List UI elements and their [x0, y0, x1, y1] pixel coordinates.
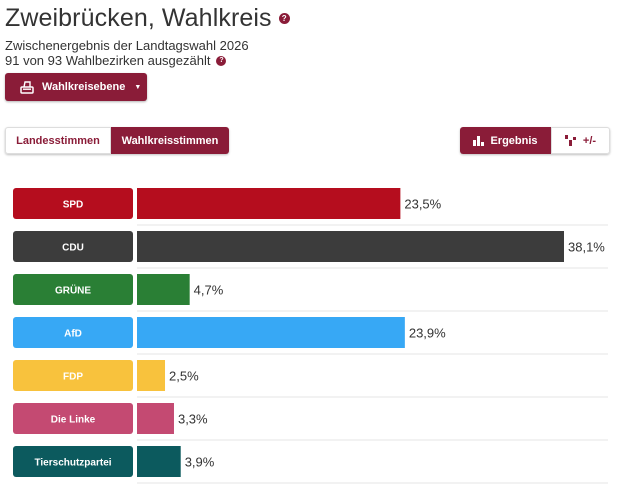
bar-value-label: 4,7% [194, 283, 224, 298]
party-label: SPD [63, 200, 84, 211]
ballot-box-icon [20, 81, 34, 94]
result-view-label: Ergebnis [490, 134, 538, 147]
bar-chart-icon [473, 135, 485, 146]
subtitle: Zwischenergebnis der Landtagswahl 2026 9… [5, 38, 249, 68]
bar-value-label: 2,5% [169, 369, 199, 384]
view-toggle: Ergebnis +/- [460, 127, 610, 154]
page-title: Zweibrücken, Wahlkreis [5, 4, 272, 32]
party-label-box [13, 188, 133, 219]
party-label-box [13, 446, 133, 477]
result-view-button[interactable]: Ergebnis [460, 127, 551, 154]
diff-view-button[interactable]: +/- [551, 127, 610, 154]
bar [137, 231, 564, 262]
level-select-label: Wahlkreisebene [42, 81, 126, 93]
bar [137, 446, 181, 477]
diff-chart-icon [564, 135, 576, 146]
bar [137, 317, 405, 348]
help-icon[interactable]: ? [278, 13, 290, 24]
bar [137, 360, 166, 391]
title-row: Zweibrücken, Wahlkreis ? [5, 4, 290, 33]
bar [137, 274, 190, 305]
bar-value-label: 23,5% [404, 197, 441, 212]
party-label: GRÜNE [55, 284, 91, 297]
tab-wahlkreisstimmen[interactable]: Wahlkreisstimmen [111, 127, 229, 154]
bar-value-label: 3,3% [178, 412, 208, 427]
subtitle-counted: 91 von 93 Wahlbezirken ausgezählt [5, 53, 211, 68]
party-label-box [13, 360, 133, 391]
subtitle-counted-row: 91 von 93 Wahlbezirken ausgezählt ? [5, 53, 249, 68]
bar-value-label: 23,9% [409, 326, 446, 341]
vote-type-tabs: Landesstimmen Wahlkreisstimmen [5, 127, 229, 154]
party-label-box [13, 403, 133, 434]
level-select-button[interactable]: Wahlkreisebene ▼ [5, 73, 147, 101]
bar-value-label: 38,1% [568, 240, 605, 255]
party-label-box [13, 317, 133, 348]
bar [137, 403, 174, 434]
counted-help-icon[interactable]: ? [216, 55, 227, 66]
party-label: AfD [64, 329, 82, 340]
bar [137, 188, 401, 219]
chevron-down-icon: ▼ [134, 83, 142, 91]
party-label: Tierschutzpartei [34, 458, 111, 469]
party-label: CDU [62, 243, 84, 254]
tab-landesstimmen[interactable]: Landesstimmen [5, 127, 111, 154]
subtitle-election: Zwischenergebnis der Landtagswahl 2026 [5, 38, 249, 53]
party-label: Die Linke [51, 415, 96, 426]
diff-view-label: +/- [582, 134, 597, 147]
bar-value-label: 3,9% [185, 455, 215, 470]
party-label: FDP [63, 372, 83, 383]
party-label-box [13, 231, 133, 262]
party-label-box [13, 274, 133, 305]
